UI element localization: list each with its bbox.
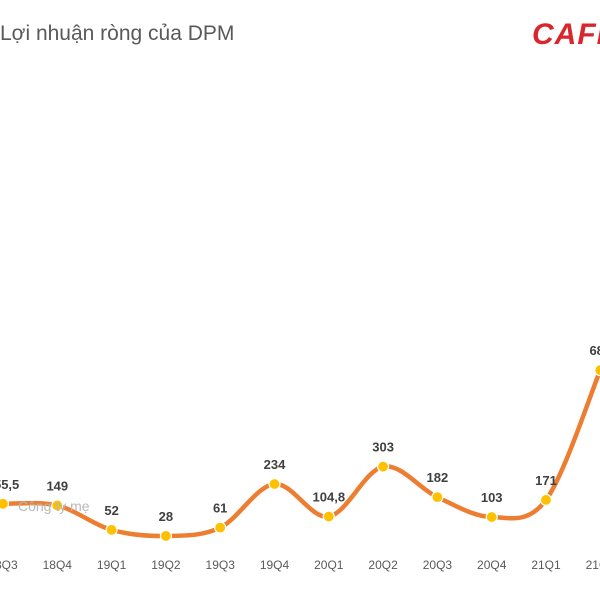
x-tick-label: 20Q1: [314, 558, 344, 572]
logo-text: CAFEF: [532, 20, 600, 50]
data-point: [377, 460, 390, 473]
data-label: 686: [589, 343, 600, 358]
data-label: 182: [427, 470, 449, 485]
x-tick-label: 18Q3: [0, 558, 18, 572]
data-point: [0, 497, 10, 510]
data-label: 234: [264, 457, 286, 472]
data-label: 104,8: [313, 490, 346, 505]
x-tick-label: 20Q4: [477, 558, 507, 572]
data-point: [539, 493, 553, 507]
data-label: 52: [104, 503, 118, 518]
x-tick-label: 21Q2: [586, 558, 600, 572]
data-label: 303: [372, 440, 394, 455]
data-point: [431, 491, 444, 504]
x-tick-label: 19Q3: [206, 558, 236, 572]
data-point: [594, 364, 600, 377]
cafef-logo: CAFEF: [532, 20, 600, 50]
data-label: 103: [481, 490, 503, 505]
x-tick-label: 19Q2: [151, 558, 181, 572]
x-tick-label: 21Q1: [531, 558, 561, 572]
watermark-text: Công ty mẹ: [18, 498, 90, 514]
x-tick-label: 19Q1: [97, 558, 127, 572]
data-point: [485, 510, 498, 524]
data-label: 61: [213, 501, 227, 516]
data-point: [322, 510, 335, 523]
data-label: 155,5: [0, 477, 19, 492]
data-point: [105, 523, 118, 536]
chart-title: Lợi nhuận ròng của DPM: [0, 22, 235, 45]
data-point: [268, 477, 281, 491]
data-label: 171: [535, 473, 557, 488]
data-label: 28: [159, 509, 173, 524]
x-tick-label: 20Q3: [423, 558, 453, 572]
x-tick-label: 19Q4: [260, 558, 290, 572]
x-tick-label: 20Q2: [368, 558, 398, 572]
x-tick-label: 18Q4: [43, 558, 73, 572]
data-point: [51, 499, 64, 512]
data-point: [159, 529, 172, 543]
data-label: 149: [46, 478, 68, 493]
data-point: [214, 521, 227, 534]
series-line: [0, 367, 600, 539]
